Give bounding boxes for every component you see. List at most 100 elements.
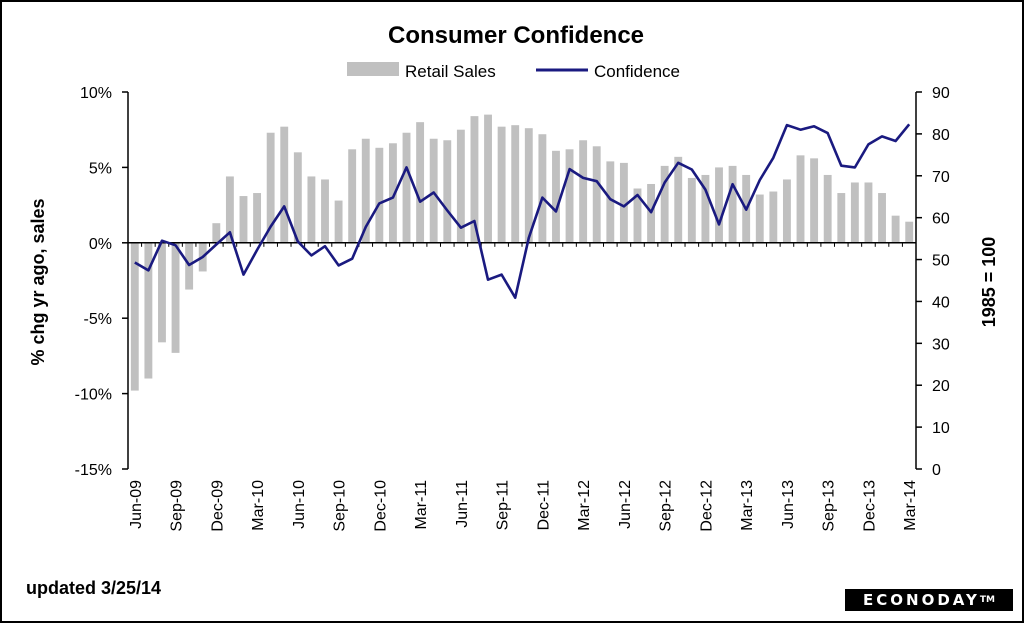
left-tick-label: 5%	[89, 160, 112, 177]
retail-sales-bars	[130, 114, 914, 391]
x-tick-label: Sep-12	[658, 480, 675, 532]
x-tick-label: Sep-13	[821, 480, 838, 532]
retail-sales-bar	[253, 193, 262, 243]
retail-sales-bar	[402, 132, 411, 243]
right-tick-label: 90	[932, 85, 950, 102]
retail-sales-bar	[796, 155, 805, 243]
retail-sales-bar	[565, 149, 574, 243]
x-tick-label: Jun-10	[291, 480, 308, 529]
x-tick-label: Dec-13	[861, 480, 878, 532]
retail-sales-bar	[144, 242, 153, 379]
x-tick-label: Sep-11	[495, 480, 512, 531]
right-tick-label: 70	[932, 169, 950, 186]
right-tick-label: 10	[932, 420, 950, 437]
confidence-line	[134, 123, 911, 300]
left-axis-label: % chg yr ago, sales	[28, 198, 48, 365]
retail-sales-bar	[212, 223, 221, 243]
legend-label-retail-sales: Retail Sales	[405, 62, 496, 81]
right-tick-label: 20	[932, 378, 950, 395]
retail-sales-bar	[388, 143, 397, 243]
retail-sales-bar	[715, 167, 723, 243]
x-tick-label: Dec-10	[372, 480, 389, 532]
retail-sales-bar	[619, 162, 628, 243]
retail-sales-bar	[266, 132, 275, 243]
updated-note: updated 3/25/14	[26, 578, 162, 598]
retail-sales-bar	[497, 126, 506, 243]
retail-sales-bar	[810, 158, 819, 243]
legend-swatch-retail-sales	[347, 62, 399, 76]
retail-sales-bar	[552, 150, 560, 243]
x-tick-label: Dec-11	[535, 480, 552, 530]
econoday-logo: ECONODAYTM	[845, 589, 1013, 611]
right-tick-label: 40	[932, 294, 950, 311]
x-tick-label: Jun-11	[454, 480, 471, 528]
x-tick-label: Sep-09	[169, 480, 186, 532]
tick-labels: -15% -10% -5% 0% 5% 10% 0 10 20 30 40 50 60 70 80 90 Jun…	[75, 85, 950, 532]
retail-sales-bar	[524, 128, 533, 243]
retail-sales-bar	[633, 188, 642, 243]
retail-sales-bar	[592, 146, 601, 243]
retail-sales-bar	[429, 138, 438, 243]
chart-title: Consumer Confidence	[388, 22, 644, 49]
retail-sales-bar	[307, 176, 316, 243]
x-tick-label: Mar-13	[739, 480, 756, 531]
retail-sales-bar	[225, 176, 234, 243]
right-tick-label: 80	[932, 127, 950, 144]
retail-sales-bar	[837, 193, 846, 243]
x-tick-label: Mar-10	[250, 480, 267, 531]
retail-sales-bar	[511, 125, 520, 243]
retail-sales-bar	[864, 182, 873, 243]
right-axis-label: 1985 = 100	[979, 237, 999, 328]
left-tick-label: 0%	[89, 236, 112, 253]
retail-sales-bar	[280, 126, 289, 243]
right-tick-label: 60	[932, 211, 950, 228]
retail-sales-bar	[850, 182, 859, 243]
x-tick-label: Jun-09	[128, 480, 145, 529]
left-tick-label: -15%	[75, 462, 112, 479]
retail-sales-bar	[701, 174, 710, 243]
retail-sales-bar	[905, 221, 914, 243]
retail-sales-bar	[687, 177, 696, 243]
x-tick-label: Jun-13	[780, 480, 797, 529]
retail-sales-bar	[579, 140, 588, 243]
retail-sales-bar	[538, 134, 547, 243]
retail-sales-bar	[130, 242, 139, 391]
right-tick-label: 0	[932, 462, 941, 479]
x-tick-label: Mar-14	[902, 480, 919, 531]
retail-sales-bar	[674, 156, 683, 243]
retail-sales-bar	[660, 165, 669, 243]
left-tick-label: -5%	[84, 311, 112, 328]
retail-sales-bar	[782, 179, 791, 243]
confidence-line-group	[134, 123, 911, 300]
retail-sales-bar	[470, 116, 479, 243]
retail-sales-bar	[239, 196, 248, 243]
legend-label-confidence: Confidence	[594, 62, 680, 81]
retail-sales-bar	[769, 191, 778, 243]
retail-sales-bar	[321, 179, 329, 243]
axes	[122, 91, 922, 470]
retail-sales-bar	[606, 161, 615, 243]
retail-sales-bar	[334, 200, 343, 243]
right-tick-label: 50	[932, 253, 950, 270]
right-tick-label: 30	[932, 336, 950, 353]
retail-sales-bar	[171, 242, 180, 353]
left-tick-label: 10%	[80, 85, 112, 102]
retail-sales-bar	[443, 140, 452, 243]
retail-sales-bar	[755, 194, 764, 243]
x-tick-label: Mar-11	[413, 480, 430, 530]
retail-sales-bar	[878, 193, 886, 243]
x-tick-label: Dec-09	[209, 480, 226, 532]
x-tick-label: Dec-12	[698, 480, 715, 532]
left-tick-label: -10%	[75, 387, 112, 404]
retail-sales-bar	[375, 147, 384, 243]
retail-sales-bar	[823, 174, 832, 243]
x-tick-label: Sep-10	[332, 480, 349, 532]
retail-sales-bar	[158, 242, 166, 343]
x-tick-label: Mar-12	[576, 480, 593, 531]
retail-sales-bar	[348, 149, 357, 243]
retail-sales-bar	[484, 114, 492, 243]
retail-sales-bar	[728, 165, 737, 243]
retail-sales-bar	[293, 152, 302, 243]
